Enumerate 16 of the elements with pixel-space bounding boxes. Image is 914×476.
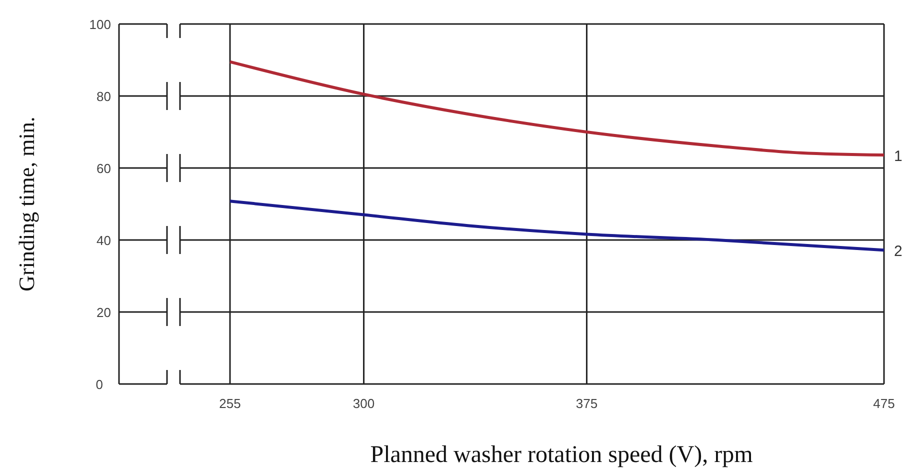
x-tick-label: 255: [219, 396, 241, 411]
x-tick-label: 475: [873, 396, 895, 411]
series-label: 2: [894, 243, 902, 260]
line-series: [228, 200, 886, 252]
y-tick-label: 20: [96, 305, 111, 320]
y-tick-label: 80: [96, 89, 111, 104]
y-tick-label: 0: [96, 377, 103, 392]
y-tick-label: 40: [96, 233, 111, 248]
y-axis-title: Grinding time, min.: [14, 116, 39, 292]
y-tick-label: 100: [89, 17, 111, 32]
line-series: [228, 60, 886, 157]
x-tick-label: 375: [576, 396, 598, 411]
x-tick-label: 300: [352, 396, 375, 411]
series-label: 1: [894, 148, 902, 166]
y-tick-label: 60: [96, 161, 111, 176]
x-axis-title: Planned washer rotation speed (V), rpm: [370, 442, 754, 468]
